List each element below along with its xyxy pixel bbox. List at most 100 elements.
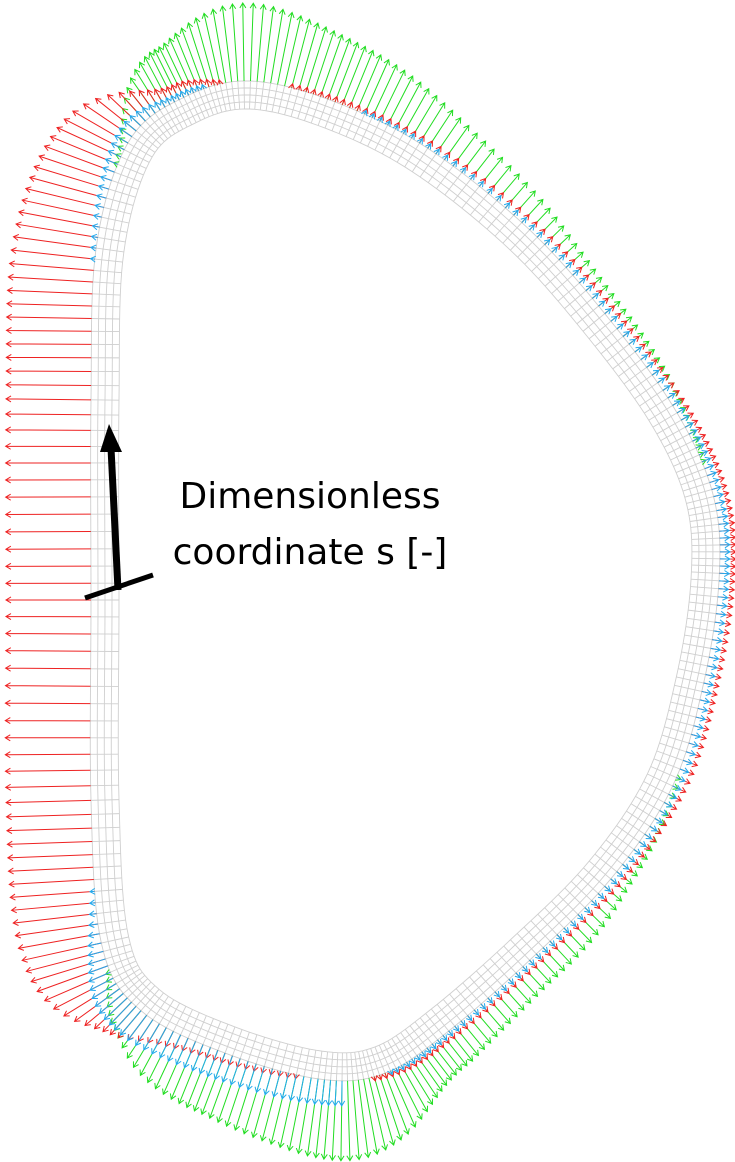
red-vector (5, 718, 90, 724)
mesh-spoke (103, 944, 130, 951)
mesh-spoke (470, 193, 488, 215)
mesh-spoke (141, 989, 159, 1010)
blue-vector (563, 927, 569, 933)
blue-vector (673, 401, 680, 406)
red-vector (7, 314, 92, 320)
red-vector (5, 768, 90, 774)
blue-vector (128, 1015, 147, 1040)
blue-vector (691, 733, 700, 739)
mesh-spoke (510, 940, 529, 960)
mesh-spoke (371, 1048, 380, 1075)
blue-vector (623, 332, 629, 337)
blue-vector (605, 886, 611, 892)
blue-vector (591, 900, 597, 906)
blue-vector (707, 664, 717, 670)
mesh-spoke (692, 565, 720, 566)
blue-vector (319, 1080, 325, 1105)
blue-vector (431, 1043, 436, 1049)
mesh-spoke (166, 1003, 179, 1028)
mesh-spoke (92, 827, 120, 828)
blue-vector (720, 556, 730, 562)
blue-vector (676, 776, 684, 782)
mesh-spoke (405, 1029, 422, 1052)
blue-vector (573, 270, 579, 276)
blue-vector (103, 167, 114, 173)
mesh-spoke (659, 743, 686, 752)
mesh-spoke (479, 201, 497, 222)
blue-vector (577, 914, 583, 920)
blue-vector (639, 841, 646, 846)
mesh-spoke (495, 215, 514, 236)
mesh-ring (97, 88, 713, 1074)
red-vector (19, 210, 100, 227)
mesh-ring (104, 95, 706, 1067)
mesh-spoke (644, 782, 669, 795)
blue-vector (696, 715, 705, 721)
green-vector (358, 1080, 370, 1157)
mesh-ring (90, 81, 720, 1081)
blue-vector (668, 393, 675, 398)
mesh-spoke (136, 131, 158, 148)
red-vector (11, 248, 95, 260)
blue-vector (101, 176, 112, 182)
green-vector (299, 23, 320, 90)
mesh-spoke (686, 497, 713, 504)
blue-vector (425, 1047, 430, 1053)
mesh-spoke (504, 946, 523, 967)
mesh-spoke (248, 1035, 257, 1062)
red-vector (6, 784, 91, 790)
blue-vector (264, 1069, 273, 1095)
green-vector (220, 6, 232, 82)
blue-vector (130, 116, 141, 126)
blue-vector (681, 416, 689, 421)
mesh-spoke (673, 694, 700, 700)
blue-vector (104, 998, 127, 1020)
blue-vector (635, 347, 641, 352)
red-vector (6, 511, 91, 517)
mesh-spoke (683, 483, 710, 491)
figure: Dimensionless coordinate s [-] (0, 0, 735, 1162)
blue-vector (529, 960, 535, 966)
blue-vector (230, 1059, 240, 1085)
blue-vector (305, 1078, 311, 1103)
red-vector (5, 700, 90, 706)
blue-vector (99, 185, 109, 191)
red-vector (6, 368, 91, 374)
blue-vector (552, 247, 558, 253)
mesh-ring (118, 109, 692, 1053)
blue-vector (720, 535, 730, 541)
mesh-spoke (92, 294, 120, 295)
blue-vector (694, 724, 703, 730)
blue-vector (663, 386, 670, 391)
mesh-spoke (136, 986, 155, 1007)
green-vector (285, 16, 303, 86)
green-vector (278, 12, 294, 84)
blue-vector (629, 339, 635, 344)
mesh-spoke (664, 727, 691, 735)
mesh-spoke (676, 677, 703, 683)
blue-vector (88, 951, 103, 957)
red-vector (13, 914, 96, 926)
green-vector (372, 65, 397, 118)
mesh-spoke (503, 223, 522, 244)
mesh-spoke (382, 129, 395, 154)
blue-vector (109, 1002, 131, 1025)
blue-vector (332, 1081, 338, 1106)
mesh-spoke (106, 198, 133, 205)
blue-vector (579, 278, 585, 284)
blue-vector (686, 750, 695, 756)
blue-vector (144, 1024, 160, 1050)
blue-vector (712, 637, 722, 643)
red-vector (10, 261, 94, 270)
blue-vector (297, 1076, 304, 1102)
mesh-spoke (463, 983, 481, 1004)
blue-vector (685, 423, 693, 428)
red-vector (318, 92, 324, 98)
blue-vector (718, 514, 728, 520)
blue-vector (92, 234, 98, 240)
green-vector (264, 7, 276, 83)
annotation-line: coordinate s [-] (173, 532, 448, 573)
blue-vector (715, 620, 725, 626)
red-vector (8, 274, 93, 282)
mesh-spoke (415, 1022, 432, 1044)
